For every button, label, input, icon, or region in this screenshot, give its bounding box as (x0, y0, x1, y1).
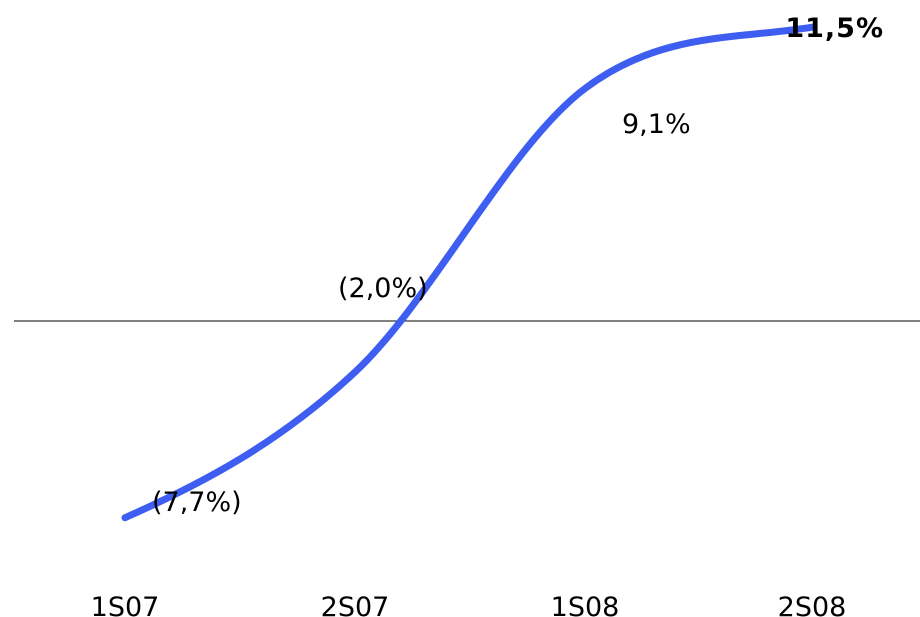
data-label: (2,0%) (338, 273, 428, 304)
x-tick-label: 2S08 (778, 592, 847, 617)
series-line (121, 23, 816, 522)
data-label: (7,7%) (152, 487, 242, 518)
data-label: 9,1% (622, 109, 691, 140)
x-tick-label: 1S08 (551, 592, 620, 617)
x-tick-label: 1S07 (91, 592, 160, 617)
x-tick-label: 2S07 (321, 592, 390, 617)
data-label-highlight: 11,5% (785, 13, 884, 44)
